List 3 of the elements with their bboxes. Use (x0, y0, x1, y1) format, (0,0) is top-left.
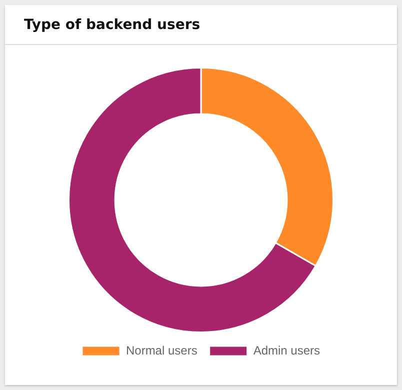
legend-label: Normal users (126, 343, 198, 358)
legend-label: Admin users (253, 343, 320, 358)
chart-title: Type of backend users (5, 5, 397, 45)
